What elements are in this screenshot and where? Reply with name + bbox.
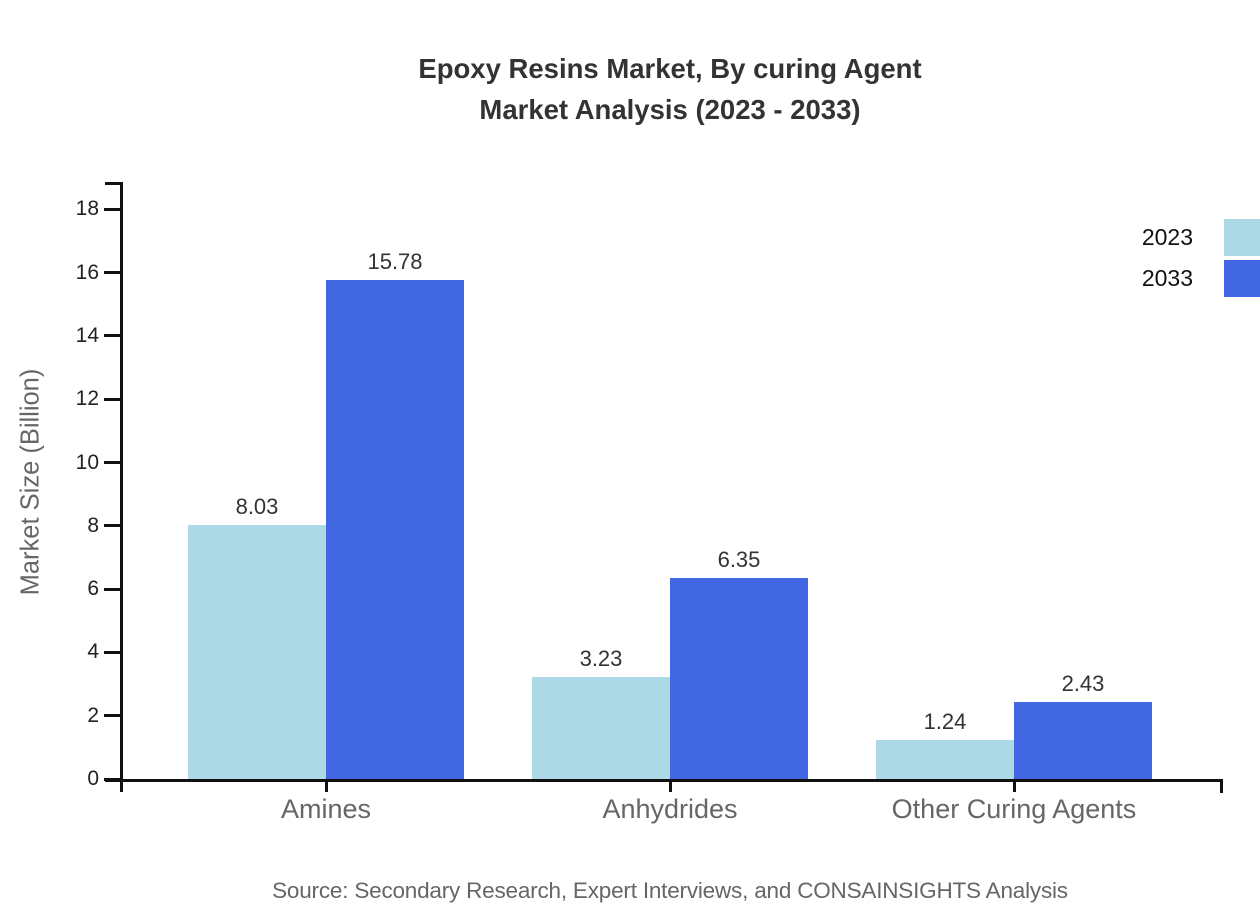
- value-label: 15.78: [367, 248, 423, 274]
- y-tick-2: [104, 714, 120, 718]
- source-attribution: Source: Secondary Research, Expert Inter…: [272, 878, 1068, 903]
- bar-2023-1: [532, 676, 670, 779]
- y-tick-6: [104, 587, 120, 591]
- y-tick-label-8: 8: [87, 513, 99, 537]
- value-label: 6.35: [717, 547, 761, 573]
- y-tick-label-2: 2: [87, 703, 99, 727]
- y-tick-18: [104, 207, 120, 211]
- category-label: Amines: [280, 794, 372, 824]
- y-tick-12: [104, 397, 120, 401]
- x-axis-end-cap: [1220, 778, 1223, 793]
- y-axis-top-cap: [105, 182, 123, 185]
- y-tick-label-0: 0: [87, 767, 99, 790]
- category-label: Other Curing Agents: [891, 794, 1137, 824]
- category-label: Anhydrides: [602, 794, 738, 824]
- chart-title-line-2: Market Analysis (2023 - 2033): [479, 94, 861, 125]
- y-tick-10: [104, 461, 120, 464]
- y-tick-0: [104, 777, 120, 781]
- value-label: 8.03: [235, 493, 279, 519]
- bar-2023-0: [188, 524, 326, 779]
- y-tick-label-12: 12: [75, 387, 99, 411]
- value-label: 2.43: [1061, 671, 1105, 697]
- value-label: 3.23: [579, 645, 623, 671]
- legend-swatch: [1224, 260, 1260, 297]
- legend-label-2033: 2033: [1141, 265, 1193, 291]
- y-tick-8: [104, 524, 120, 528]
- y-tick-label-14: 14: [75, 323, 99, 347]
- y-tick-4: [104, 650, 120, 654]
- bar-2033-0: [326, 279, 464, 779]
- bar-2033-1: [670, 578, 808, 779]
- y-axis-line: [119, 182, 123, 792]
- bar-2023-2: [876, 739, 1014, 779]
- y-tick-label-18: 18: [75, 197, 99, 221]
- y-tick-16: [104, 271, 120, 275]
- y-tick-label-6: 6: [87, 577, 99, 601]
- x-tick-1: [668, 779, 672, 792]
- y-tick-label-10: 10: [75, 450, 99, 474]
- x-tick-2: [1012, 779, 1016, 792]
- x-axis-line: [105, 778, 1223, 782]
- bar-2033-2: [1014, 702, 1152, 779]
- y-tick-label-4: 4: [87, 640, 99, 664]
- chart-title-line-1: Epoxy Resins Market, By curing Agent: [418, 53, 922, 84]
- legend-label-2023: 2023: [1141, 224, 1193, 250]
- y-tick-label-16: 16: [75, 260, 99, 284]
- value-label: 1.24: [923, 708, 967, 734]
- x-tick-0: [324, 779, 328, 792]
- y-tick-14: [104, 334, 120, 338]
- legend-swatch: [1224, 219, 1260, 256]
